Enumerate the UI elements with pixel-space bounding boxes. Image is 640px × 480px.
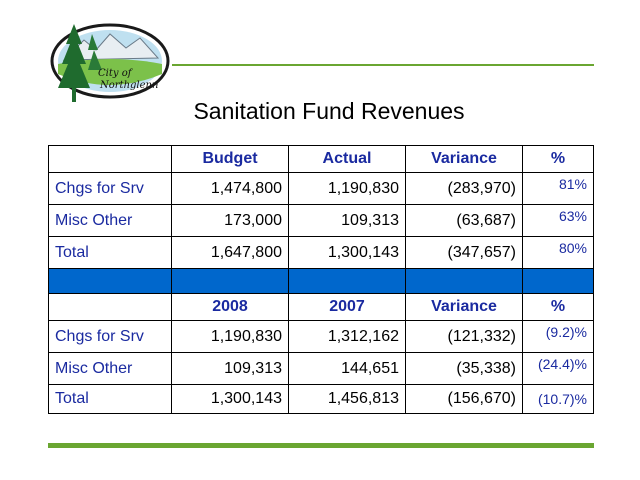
table-row: Chgs for Srv 1,474,800 1,190,830 (283,97… — [48, 172, 594, 205]
year-2008-cell: 109,313 — [171, 352, 289, 385]
actual-cell: 1,300,143 — [288, 236, 406, 269]
table2-header-blank — [48, 293, 172, 321]
row-label: Chgs for Srv — [48, 320, 172, 353]
percent-cell: 80% — [522, 236, 594, 269]
bottom-green-rule — [48, 443, 594, 448]
variance-cell: (283,970) — [405, 172, 523, 205]
actual-cell: 1,190,830 — [288, 172, 406, 205]
table-row: Misc Other 109,313 144,651 (35,338) (24.… — [48, 352, 594, 385]
percent-cell: 63% — [522, 204, 594, 237]
table1-header-variance: Variance — [405, 145, 523, 173]
revenue-table: Budget Actual Variance % Chgs for Srv 1,… — [48, 145, 594, 414]
percent-cell: (9.2)% — [522, 320, 594, 353]
table-row: Total 1,300,143 1,456,813 (156,670) (10.… — [48, 384, 594, 414]
band-cell — [171, 268, 289, 294]
year-2007-cell: 144,651 — [288, 352, 406, 385]
variance-cell: (63,687) — [405, 204, 523, 237]
percent-cell: (10.7)% — [522, 384, 594, 414]
actual-cell: 109,313 — [288, 204, 406, 237]
budget-cell: 1,474,800 — [171, 172, 289, 205]
year-2007-cell: 1,312,162 — [288, 320, 406, 353]
table-row: Misc Other 173,000 109,313 (63,687) 63% — [48, 204, 594, 237]
table1-header-row: Budget Actual Variance % — [48, 145, 594, 173]
table1-header-blank — [48, 145, 172, 173]
table1-header-percent: % — [522, 145, 594, 173]
band-cell — [48, 268, 172, 294]
table-row: Total 1,647,800 1,300,143 (347,657) 80% — [48, 236, 594, 269]
percent-cell: 81% — [522, 172, 594, 205]
row-label: Total — [48, 384, 172, 414]
table1-header-actual: Actual — [288, 145, 406, 173]
year-2008-cell: 1,300,143 — [171, 384, 289, 414]
table2-header-variance: Variance — [405, 293, 523, 321]
table1-header-budget: Budget — [171, 145, 289, 173]
top-green-rule — [172, 64, 594, 66]
row-label: Total — [48, 236, 172, 269]
year-2008-cell: 1,190,830 — [171, 320, 289, 353]
city-of-northglenn-logo: City of Northglenn — [44, 14, 172, 110]
svg-text:Northglenn: Northglenn — [99, 80, 158, 91]
table2-header-2008: 2008 — [171, 293, 289, 321]
page-title: Sanitation Fund Revenues — [193, 98, 465, 124]
year-2007-cell: 1,456,813 — [288, 384, 406, 414]
table2-header-row: 2008 2007 Variance % — [48, 293, 594, 321]
budget-cell: 173,000 — [171, 204, 289, 237]
band-cell — [405, 268, 523, 294]
band-cell — [288, 268, 406, 294]
svg-text:City of: City of — [98, 68, 134, 79]
band-cell — [522, 268, 594, 294]
variance-cell: (156,670) — [405, 384, 523, 414]
row-label: Misc Other — [48, 204, 172, 237]
variance-cell: (121,332) — [405, 320, 523, 353]
table2-header-percent: % — [522, 293, 594, 321]
variance-cell: (347,657) — [405, 236, 523, 269]
percent-cell: (24.4)% — [522, 352, 594, 385]
table-row: Chgs for Srv 1,190,830 1,312,162 (121,33… — [48, 320, 594, 353]
blue-separator-band — [48, 268, 594, 294]
budget-cell: 1,647,800 — [171, 236, 289, 269]
table2-header-2007: 2007 — [288, 293, 406, 321]
variance-cell: (35,338) — [405, 352, 523, 385]
row-label: Misc Other — [48, 352, 172, 385]
row-label: Chgs for Srv — [48, 172, 172, 205]
